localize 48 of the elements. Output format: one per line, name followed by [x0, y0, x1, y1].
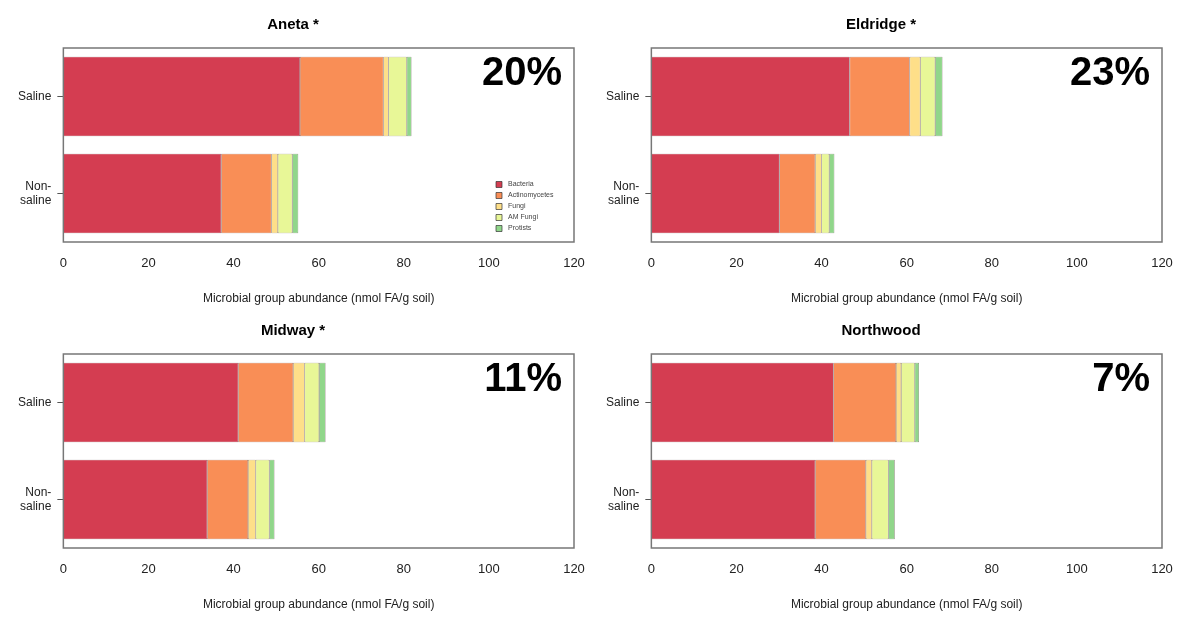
x-tick-label: 20: [729, 255, 744, 271]
x-tick-label: 60: [899, 561, 914, 577]
chart-title: Midway *: [260, 321, 326, 339]
x-tick-label: 0: [59, 561, 67, 577]
x-tick-label: 120: [563, 561, 585, 577]
x-tick-label: 60: [899, 255, 914, 271]
x-tick-label: 0: [59, 255, 67, 271]
x-tick-label: 100: [478, 561, 500, 577]
chart-title: Aneta *: [267, 15, 319, 33]
x-tick-label: 100: [478, 255, 500, 271]
y-tick-label: Saline: [606, 88, 640, 103]
x-axis-title: Microbial group abundance (nmol FA/g soil): [790, 597, 1023, 612]
x-tick-label: 100: [1066, 255, 1088, 271]
x-tick-label: 80: [984, 255, 1000, 271]
x-tick-label: 40: [226, 561, 241, 577]
annotation: 20%: [481, 49, 562, 94]
y-tick-label: Non-saline: [20, 484, 52, 514]
x-tick-label: 120: [563, 255, 585, 271]
annotation: 23%: [1069, 49, 1150, 94]
x-tick-label: 20: [141, 561, 156, 577]
x-tick-label: 40: [814, 561, 829, 577]
chart-title: Eldridge *: [845, 15, 917, 33]
x-tick-label: 120: [1151, 561, 1173, 577]
x-axis-title: Microbial group abundance (nmol FA/g soil): [790, 291, 1023, 306]
x-tick-label: 40: [226, 255, 241, 271]
x-tick-label: 60: [311, 255, 326, 271]
x-tick-label: 40: [814, 255, 829, 271]
x-tick-label: 80: [396, 561, 412, 577]
x-axis-title: Microbial group abundance (nmol FA/g soil): [202, 291, 435, 306]
x-tick-label: 0: [647, 561, 655, 577]
chart-title: Northwood: [841, 321, 921, 339]
y-tick-label: Non-saline: [20, 178, 52, 208]
x-tick-label: 0: [647, 255, 655, 271]
x-tick-label: 100: [1066, 561, 1088, 577]
annotation: 11%: [484, 355, 562, 400]
x-tick-label: 20: [141, 255, 156, 271]
y-tick-label: Saline: [18, 88, 52, 103]
y-tick-label: Saline: [18, 394, 52, 409]
x-tick-label: 80: [396, 255, 412, 271]
y-tick-label: Saline: [606, 394, 640, 409]
x-axis-title: Microbial group abundance (nmol FA/g soil): [202, 597, 435, 612]
y-tick-label: Non-saline: [608, 178, 640, 208]
x-tick-label: 120: [1151, 255, 1173, 271]
annotation: 7%: [1092, 355, 1150, 400]
x-tick-label: 60: [311, 561, 326, 577]
x-tick-label: 20: [729, 561, 744, 577]
x-tick-label: 80: [984, 561, 1000, 577]
y-tick-label: Non-saline: [608, 484, 640, 514]
